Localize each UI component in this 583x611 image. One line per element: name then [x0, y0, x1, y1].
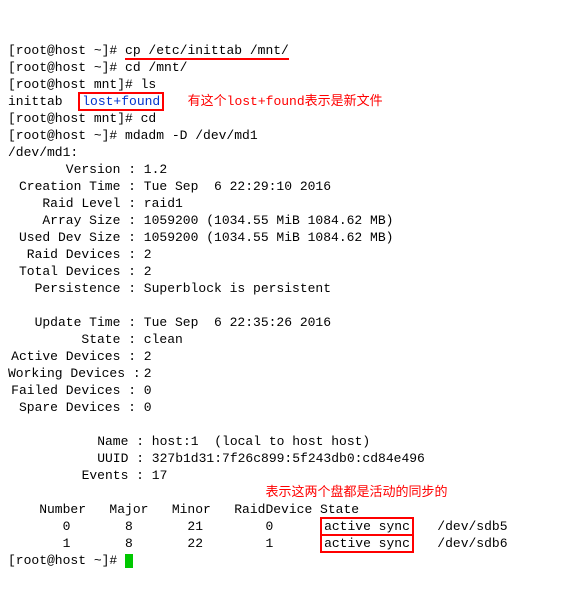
- val-spare: 0: [136, 400, 152, 415]
- lbl-raiddev: Raid Devices :: [8, 246, 136, 263]
- final-prompt: [root@host ~]#: [8, 553, 125, 568]
- lbl-arraysize: Array Size :: [8, 212, 136, 229]
- row0-pre: 0 8 21 0: [8, 519, 320, 534]
- val-useddev: 1059200 (1034.55 MiB 1084.62 MB): [136, 230, 393, 245]
- val-failed: 0: [136, 383, 152, 398]
- line-ls: [root@host mnt]# ls: [8, 77, 156, 92]
- lbl-persist: Persistence :: [8, 280, 136, 297]
- lbl-version: Version :: [8, 161, 136, 178]
- row1-dev: /dev/sdb6: [414, 536, 508, 551]
- row0-dev: /dev/sdb5: [414, 519, 508, 534]
- val-state: clean: [136, 332, 183, 347]
- ls-lostfound: lost+found: [78, 92, 164, 111]
- row1-state: active sync: [320, 534, 414, 553]
- cursor-icon[interactable]: [125, 554, 133, 568]
- val-persist: Superblock is persistent: [136, 281, 331, 296]
- lbl-working: Working Devices :: [8, 365, 136, 382]
- lbl-failed: Failed Devices :: [8, 382, 136, 399]
- terminal-output: [root@host ~]# cp /etc/inittab /mnt/ [ro…: [8, 43, 508, 568]
- lbl-name: Name :: [8, 433, 144, 450]
- row1-pre: 1 8 22 1: [8, 536, 320, 551]
- val-events: 17: [144, 468, 167, 483]
- lbl-utime: Update Time :: [8, 314, 136, 331]
- val-utime: Tue Sep 6 22:35:26 2016: [136, 315, 331, 330]
- val-ctime: Tue Sep 6 22:29:10 2016: [136, 179, 331, 194]
- ls-inittab: inittab: [8, 94, 78, 109]
- lbl-raidlevel: Raid Level :: [8, 195, 136, 212]
- val-active: 2: [136, 349, 152, 364]
- lbl-spare: Spare Devices :: [8, 399, 136, 416]
- lbl-useddev: Used Dev Size :: [8, 229, 136, 246]
- val-version: 1.2: [136, 162, 167, 177]
- annotation-activesync: 表示这两个盘都是活动的同步的: [265, 485, 447, 500]
- lbl-events: Events :: [8, 467, 144, 484]
- val-working: 2: [136, 366, 152, 381]
- val-raidlevel: raid1: [136, 196, 183, 211]
- cmd-cp: cp /etc/inittab /mnt/: [125, 43, 289, 60]
- lbl-state: State :: [8, 331, 136, 348]
- val-arraysize: 1059200 (1034.55 MiB 1084.62 MB): [136, 213, 393, 228]
- table-header: Number Major Minor RaidDevice State: [8, 502, 359, 517]
- lbl-totaldev: Total Devices :: [8, 263, 136, 280]
- val-uuid: 327b1d31:7f26c899:5f243db0:cd84e496: [144, 451, 425, 466]
- val-totaldev: 2: [136, 264, 152, 279]
- line-cd: [root@host mnt]# cd: [8, 111, 156, 126]
- val-raiddev: 2: [136, 247, 152, 262]
- lbl-active: Active Devices :: [8, 348, 136, 365]
- annotation-lostfound: 有这个lost+found表示是新文件: [188, 94, 383, 109]
- line-cd-mnt: [root@host ~]# cd /mnt/: [8, 60, 187, 75]
- lbl-ctime: Creation Time :: [8, 178, 136, 195]
- line-mdadm: [root@host ~]# mdadm -D /dev/md1: [8, 128, 258, 143]
- lbl-uuid: UUID :: [8, 450, 144, 467]
- line-devmd1: /dev/md1:: [8, 145, 78, 160]
- val-name: host:1 (local to host host): [144, 434, 370, 449]
- prompt: [root@host ~]#: [8, 43, 125, 58]
